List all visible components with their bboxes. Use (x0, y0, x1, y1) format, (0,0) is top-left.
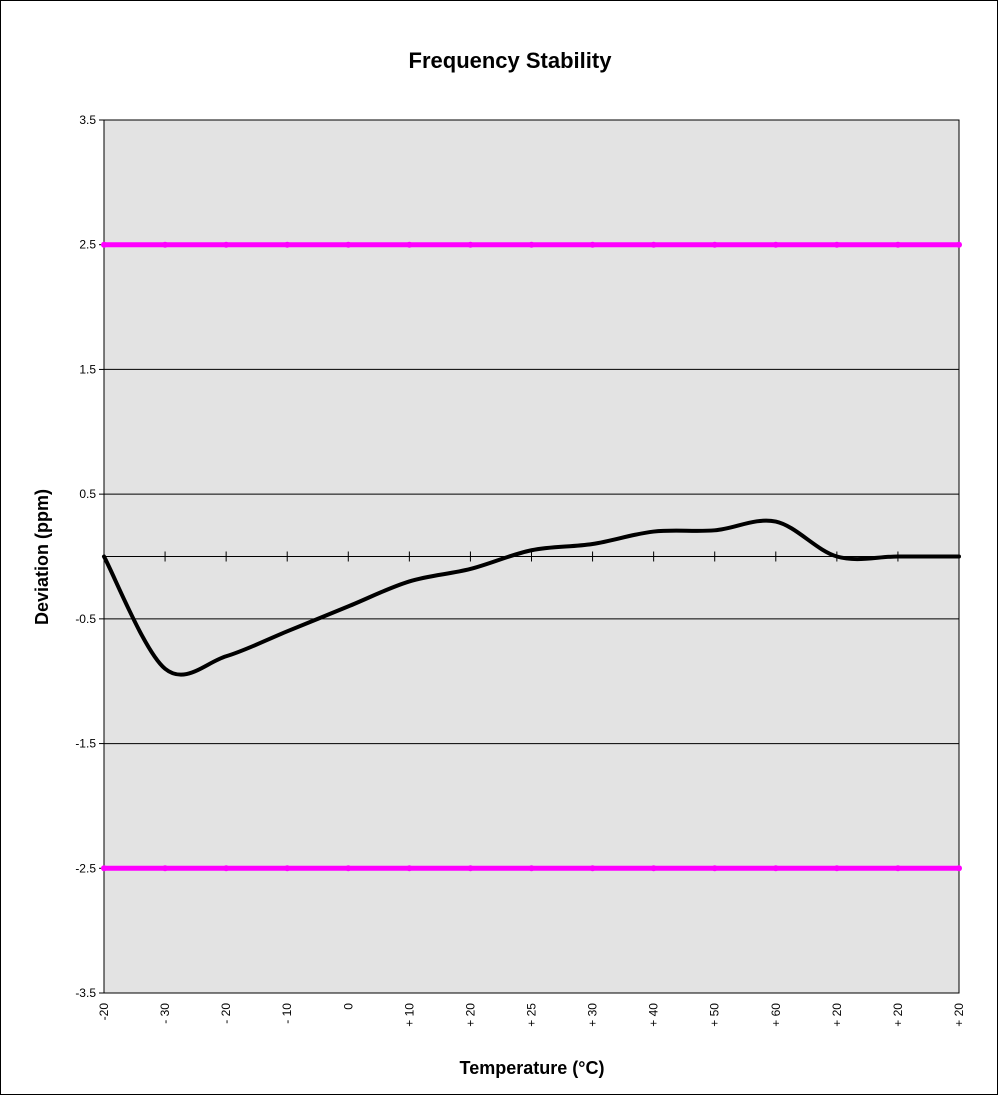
limit-point (956, 865, 962, 872)
limit-point (162, 865, 169, 872)
y-tick-label: 2.5 (79, 238, 96, 252)
limit-point (101, 865, 107, 872)
x-tick-label: - 20 (219, 1003, 233, 1024)
limit-point (650, 241, 657, 248)
limit-point (589, 241, 596, 248)
limit-point (650, 865, 657, 872)
limit-point (956, 241, 962, 248)
limit-point (406, 865, 413, 872)
limit-point (467, 241, 474, 248)
x-axis-title: Temperature (°C) (460, 1058, 605, 1078)
x-tick-label: + 20 (463, 1003, 477, 1027)
limit-point (833, 241, 840, 248)
y-tick-label: -0.5 (75, 612, 96, 626)
limit-point (406, 241, 413, 248)
limit-point (345, 865, 352, 872)
limit-point (223, 241, 230, 248)
limit-point (589, 865, 596, 872)
y-tick-label: -1.5 (75, 737, 96, 751)
limit-point (345, 241, 352, 248)
y-tick-label: -3.5 (75, 986, 96, 1000)
limit-point (528, 865, 535, 872)
x-tick-label: 0 (341, 1003, 355, 1010)
x-tick-label: + 20 (830, 1003, 844, 1027)
x-tick-label: + 20 (891, 1003, 905, 1027)
x-tick-label: -20 (97, 1003, 111, 1021)
y-tick-label: 1.5 (79, 362, 96, 376)
x-tick-label: + 10 (402, 1003, 416, 1027)
x-tick-label: + 20 (952, 1003, 966, 1027)
limit-point (467, 865, 474, 872)
deviation-line (102, 518, 961, 677)
limit-point (284, 241, 291, 248)
limit-point (711, 241, 718, 248)
x-tick-label: - 10 (280, 1003, 294, 1024)
x-tick-label: + 40 (647, 1003, 661, 1027)
limit-point (223, 865, 230, 872)
limit-point (711, 865, 718, 872)
y-tick-label: -2.5 (75, 861, 96, 875)
x-tick-label: + 50 (708, 1003, 722, 1027)
limit-point (894, 865, 901, 872)
x-tick-label: + 30 (586, 1003, 600, 1027)
x-tick-label: + 60 (769, 1003, 783, 1027)
y-tick-label: 3.5 (79, 113, 96, 127)
x-tick-label: + 25 (525, 1003, 539, 1027)
chart-title: Frequency Stability (409, 48, 613, 73)
limit-point (894, 241, 901, 248)
x-tick-label: - 30 (158, 1003, 172, 1024)
y-axis-title: Deviation (ppm) (32, 489, 52, 625)
limit-point (833, 865, 840, 872)
limit-point (101, 241, 107, 248)
limit-point (162, 241, 169, 248)
limit-point (528, 241, 535, 248)
limit-point (772, 241, 779, 248)
y-tick-label: 0.5 (79, 487, 96, 501)
limit-point (772, 865, 779, 872)
limit-point (284, 865, 291, 872)
